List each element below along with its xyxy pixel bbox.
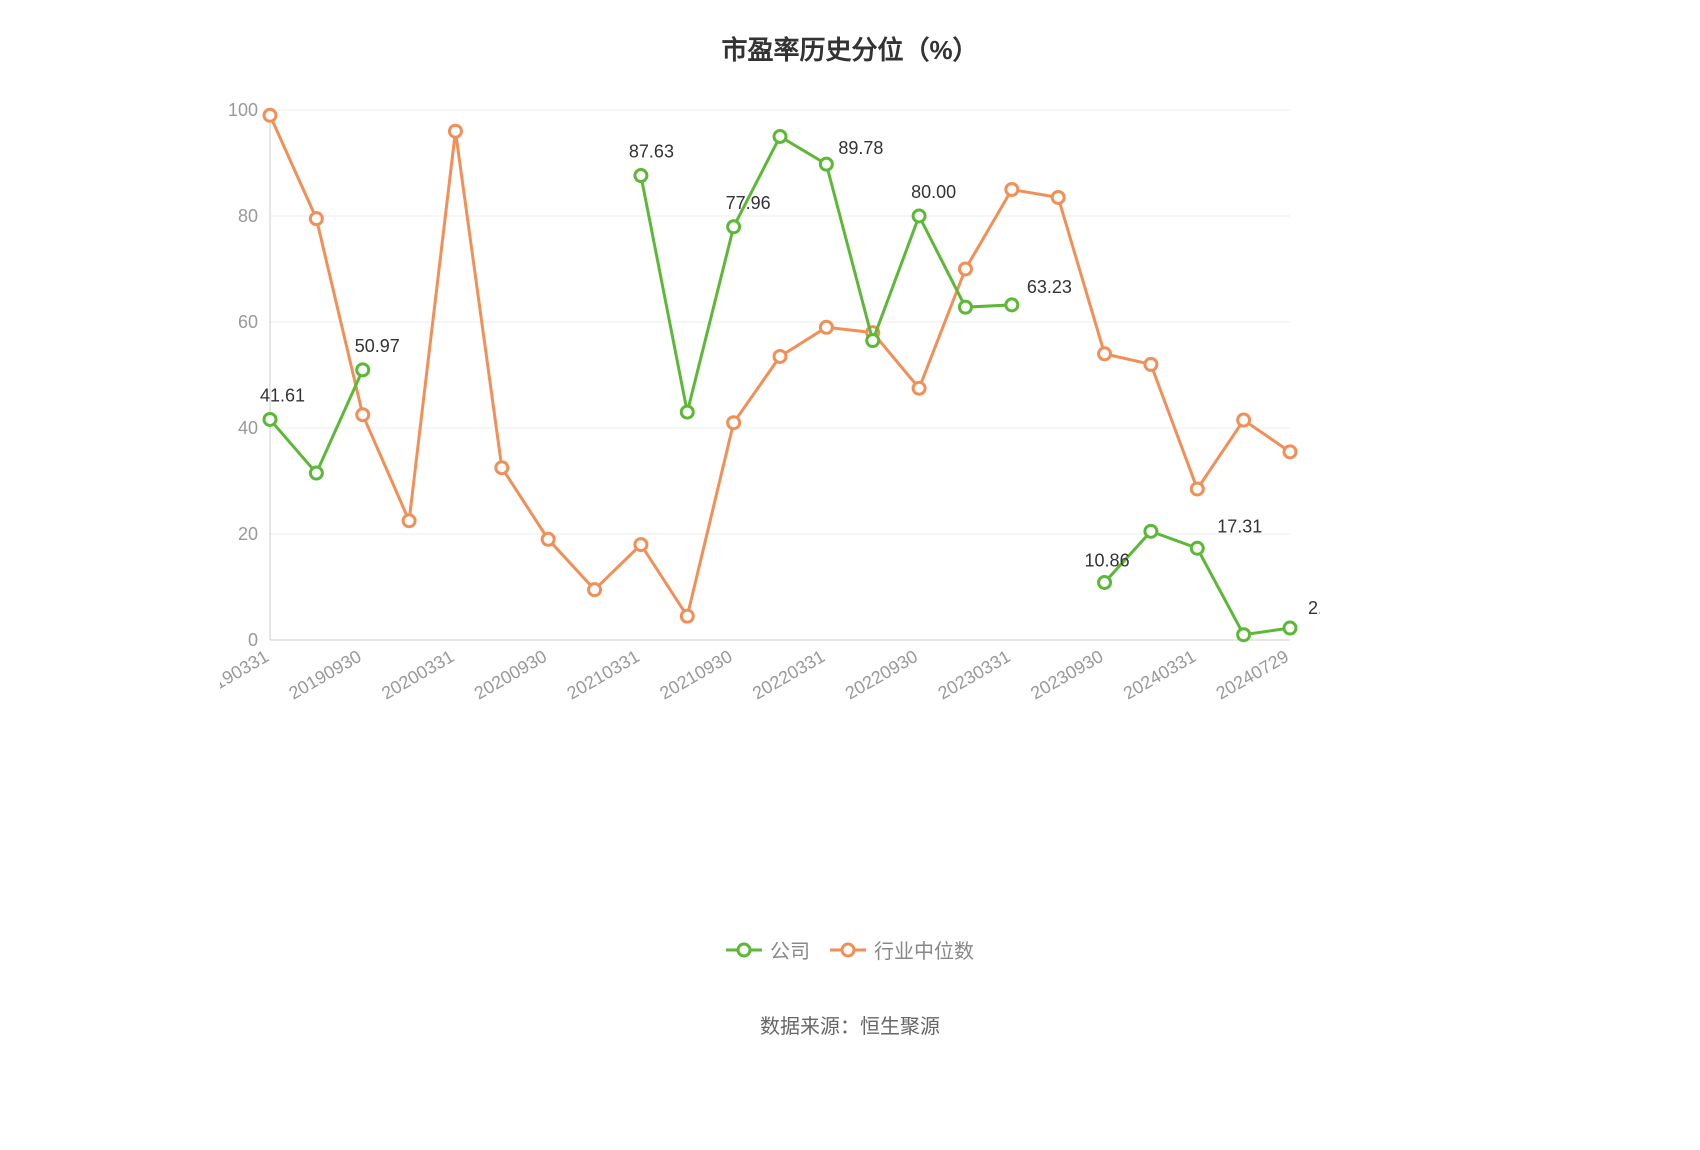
svg-text:20190331: 20190331 bbox=[220, 646, 272, 703]
series-marker bbox=[357, 409, 369, 421]
series-marker bbox=[1052, 191, 1064, 203]
svg-text:20220930: 20220930 bbox=[842, 646, 921, 703]
data-label: 63.23 bbox=[1027, 277, 1072, 297]
series-marker bbox=[635, 539, 647, 551]
svg-text:20240729: 20240729 bbox=[1213, 646, 1292, 703]
svg-text:20220331: 20220331 bbox=[749, 646, 828, 703]
data-label: 17.31 bbox=[1217, 516, 1262, 536]
svg-text:20230331: 20230331 bbox=[934, 646, 1013, 703]
series-marker bbox=[681, 406, 693, 418]
series-marker bbox=[310, 467, 322, 479]
legend-label: 行业中位数 bbox=[874, 935, 974, 964]
series-marker bbox=[1145, 358, 1157, 370]
pe-percentile-chart: 市盈率历史分位（%） 02040608010020190331201909302… bbox=[0, 0, 1700, 1150]
chart-title: 市盈率历史分位（%） bbox=[0, 30, 1700, 67]
legend-label: 公司 bbox=[770, 935, 810, 964]
series-marker bbox=[1145, 525, 1157, 537]
legend: 公司 行业中位数 bbox=[0, 935, 1700, 966]
legend-item: 公司 bbox=[726, 935, 810, 964]
svg-text:20: 20 bbox=[238, 524, 258, 544]
series-marker bbox=[1099, 348, 1111, 360]
svg-text:20190930: 20190930 bbox=[285, 646, 364, 703]
data-label: 41.61 bbox=[260, 385, 305, 405]
legend-item: 行业中位数 bbox=[830, 935, 974, 964]
data-label: 77.96 bbox=[726, 193, 771, 213]
legend-swatch-icon bbox=[726, 940, 762, 960]
series-marker bbox=[913, 210, 925, 222]
series-marker bbox=[820, 321, 832, 333]
series-marker bbox=[264, 109, 276, 121]
series-marker bbox=[1238, 414, 1250, 426]
legend-swatch-icon bbox=[830, 940, 866, 960]
series-marker bbox=[728, 417, 740, 429]
series-marker bbox=[1006, 299, 1018, 311]
series-marker bbox=[867, 335, 879, 347]
data-label: 89.78 bbox=[838, 138, 883, 158]
svg-text:20210930: 20210930 bbox=[656, 646, 735, 703]
series-marker bbox=[589, 584, 601, 596]
svg-text:20200930: 20200930 bbox=[471, 646, 550, 703]
plot-area: 0 20 40 60 80 100 2019033120190930202003312020… bbox=[220, 100, 1320, 730]
series-marker bbox=[542, 533, 554, 545]
data-label: 2.26 bbox=[1308, 598, 1320, 618]
series-marker bbox=[403, 515, 415, 527]
data-label: 80.00 bbox=[911, 182, 956, 202]
series-marker bbox=[1099, 576, 1111, 588]
series-marker bbox=[1284, 446, 1296, 458]
svg-text:0: 0 bbox=[248, 630, 258, 650]
series-marker bbox=[496, 462, 508, 474]
svg-text:20230930: 20230930 bbox=[1027, 646, 1106, 703]
svg-text:40: 40 bbox=[238, 418, 258, 438]
svg-text:20240331: 20240331 bbox=[1120, 646, 1199, 703]
svg-text:80: 80 bbox=[238, 206, 258, 226]
series-marker bbox=[1284, 622, 1296, 634]
series-marker bbox=[959, 263, 971, 275]
series-marker bbox=[728, 221, 740, 233]
data-source: 数据来源：恒生聚源 bbox=[0, 1010, 1700, 1039]
series-marker bbox=[774, 350, 786, 362]
series-marker bbox=[264, 413, 276, 425]
series-marker bbox=[310, 213, 322, 225]
series-marker bbox=[1006, 184, 1018, 196]
series-marker bbox=[774, 131, 786, 143]
data-label: 10.86 bbox=[1085, 550, 1130, 570]
series-marker bbox=[449, 125, 461, 137]
series-marker bbox=[820, 158, 832, 170]
svg-text:20210331: 20210331 bbox=[564, 646, 643, 703]
series-marker bbox=[1191, 483, 1203, 495]
svg-text:60: 60 bbox=[238, 312, 258, 332]
series-line bbox=[270, 115, 1290, 616]
series-marker bbox=[959, 301, 971, 313]
svg-text:100: 100 bbox=[228, 100, 258, 120]
series-marker bbox=[1191, 542, 1203, 554]
data-label: 87.63 bbox=[629, 142, 674, 162]
series-marker bbox=[681, 610, 693, 622]
series-marker bbox=[913, 382, 925, 394]
series-line bbox=[270, 137, 1290, 635]
series-marker bbox=[357, 364, 369, 376]
series-marker bbox=[1238, 629, 1250, 641]
svg-text:20200331: 20200331 bbox=[378, 646, 457, 703]
series-marker bbox=[635, 170, 647, 182]
data-label: 50.97 bbox=[355, 336, 400, 356]
